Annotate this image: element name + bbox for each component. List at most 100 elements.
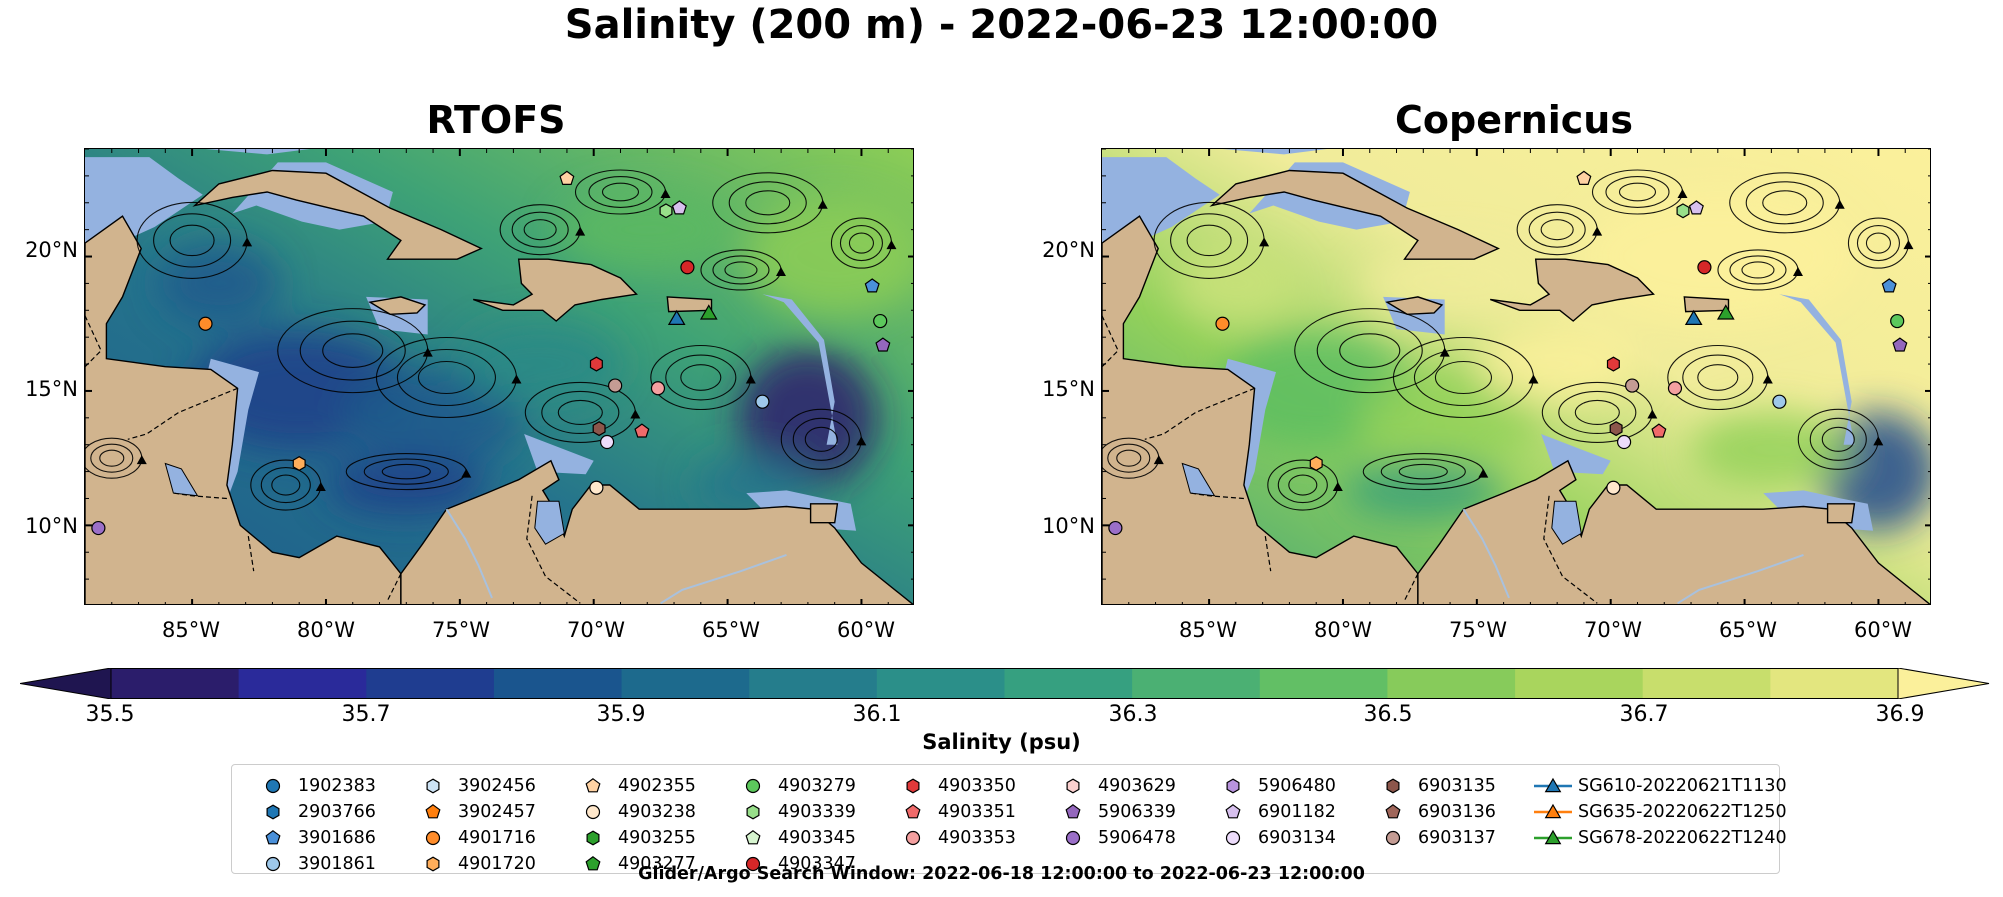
river xyxy=(1677,553,1804,604)
legend-marker-icon xyxy=(905,804,921,819)
legend-label: 6903135 xyxy=(1418,776,1496,796)
legend-circle-icon xyxy=(1065,830,1081,846)
glider-SG678-20220622T1240 xyxy=(1716,304,1735,320)
float-6903135 xyxy=(592,421,606,437)
float-5906339 xyxy=(875,337,891,352)
shallow-shelf xyxy=(1541,434,1611,475)
colorbar-tick-35-7: 35.7 xyxy=(341,702,391,727)
colorbar-tick-36-7: 36.7 xyxy=(1619,702,1669,727)
float-4903351 xyxy=(1651,423,1667,438)
legend-hexagon-icon xyxy=(586,830,600,846)
legend-marker-icon xyxy=(1534,829,1572,845)
legend-label: 4903351 xyxy=(938,802,1016,822)
float-4901716 xyxy=(198,316,213,331)
glider-SG610-20220621T1130 xyxy=(667,309,686,325)
colorbar-segment xyxy=(1259,668,1388,699)
current-streamlines xyxy=(1102,169,1914,511)
legend-marker-icon xyxy=(266,804,280,820)
legend-marker-icon xyxy=(745,856,761,872)
legend-label: 6901182 xyxy=(1258,802,1336,822)
country-border xyxy=(85,315,102,368)
legend-label: SG678-20220622T1240 xyxy=(1578,828,1787,848)
legend-label: 5906480 xyxy=(1258,776,1336,796)
legend-label: 4903339 xyxy=(778,802,856,822)
float-4901720 xyxy=(292,456,306,471)
land-jamaica xyxy=(1385,296,1444,316)
lake xyxy=(1551,500,1582,545)
legend-hexagon-icon xyxy=(1066,778,1080,794)
float-4902355 xyxy=(559,170,575,186)
float-glider-legend: 1902383 2903766 3901686 3901861 3902456 39024… xyxy=(231,764,1787,874)
legend-label: 4903279 xyxy=(778,776,856,796)
float-4903279 xyxy=(1890,313,1905,329)
legend-marker-icon xyxy=(1534,777,1572,793)
legend-label: 4903347 xyxy=(778,854,856,874)
legend-label: 6903137 xyxy=(1418,828,1496,848)
float-markers xyxy=(91,170,891,536)
legend-marker-icon xyxy=(745,778,761,794)
map-canvas xyxy=(1102,149,1930,604)
legend-hexagon-icon xyxy=(426,778,440,794)
land-hispaniola xyxy=(472,258,638,322)
shallow-shelf xyxy=(85,149,310,155)
float-4902355 xyxy=(1576,170,1592,186)
legend-triangle-icon xyxy=(1544,803,1562,819)
y-label-20n-left: 20°N xyxy=(25,238,78,262)
legend-marker-icon xyxy=(425,830,441,846)
colorbar-extend-high xyxy=(1897,668,1990,699)
float-4903353 xyxy=(1667,381,1683,396)
land-centralAmerica xyxy=(85,215,402,604)
legend-circle-icon xyxy=(905,830,921,846)
float-markers xyxy=(1108,170,1908,536)
float-4903238 xyxy=(1606,480,1621,495)
legend-pentagon-icon xyxy=(1065,804,1081,819)
colorbar-segment xyxy=(1004,668,1133,699)
axis-ticks xyxy=(1102,149,1930,604)
colorbar-segment xyxy=(111,668,240,699)
float-5906339 xyxy=(1892,337,1908,352)
legend-label: 1902383 xyxy=(298,776,376,796)
legend-label: SG610-20220621T1130 xyxy=(1578,776,1787,796)
land-trinidad xyxy=(1826,503,1856,524)
colorbar-tick-35-9: 35.9 xyxy=(596,702,646,727)
river xyxy=(1462,508,1510,599)
legend-marker-icon xyxy=(1065,804,1081,819)
x-label-70w-right: 70°W xyxy=(1584,618,1642,642)
lake xyxy=(1181,462,1216,497)
colorbar-tick-36-3: 36.3 xyxy=(1108,702,1158,727)
legend-hexagon-icon xyxy=(1386,778,1400,794)
legend-pentagon-icon xyxy=(1225,804,1241,819)
colorbar-segment xyxy=(876,668,1005,699)
colorbar-segment xyxy=(366,668,495,699)
x-label-60w-left: 60°W xyxy=(837,618,895,642)
legend-marker-icon xyxy=(585,804,601,820)
legend-triangle-icon xyxy=(1544,829,1562,845)
colorbar-segment xyxy=(749,668,878,699)
colorbar-segment xyxy=(1770,668,1899,699)
legend-marker-icon xyxy=(585,778,601,793)
country-border xyxy=(1102,315,1119,368)
float-6903137 xyxy=(608,378,623,393)
legend-marker-icon xyxy=(586,830,600,846)
river xyxy=(445,508,493,599)
legend-marker-icon xyxy=(1385,804,1401,819)
legend-circle-icon xyxy=(425,830,441,846)
float-3901861 xyxy=(1772,394,1787,409)
legend-circle-icon xyxy=(585,804,601,820)
country-border xyxy=(1264,536,1272,572)
float-4903351 xyxy=(634,423,650,438)
colorbar-segment xyxy=(1387,668,1516,699)
legend-marker-icon xyxy=(1225,830,1241,846)
x-label-65w-left: 65°W xyxy=(702,618,760,642)
figure-title: Salinity (200 m) - 2022-06-23 12:00:00 xyxy=(564,2,1439,48)
glider-SG678-20220622T1240 xyxy=(699,304,718,320)
land-puertoRico xyxy=(1683,296,1730,313)
copernicus-salinity-map xyxy=(1101,148,1931,605)
country-border xyxy=(1543,495,1598,604)
float-6901182 xyxy=(1688,200,1704,215)
lake xyxy=(534,500,565,545)
y-label-15n-right: 15°N xyxy=(1042,377,1095,401)
copernicus-panel-title: Copernicus xyxy=(1395,98,1633,142)
legend-pentagon-icon xyxy=(585,778,601,793)
country-border xyxy=(1403,573,1419,601)
